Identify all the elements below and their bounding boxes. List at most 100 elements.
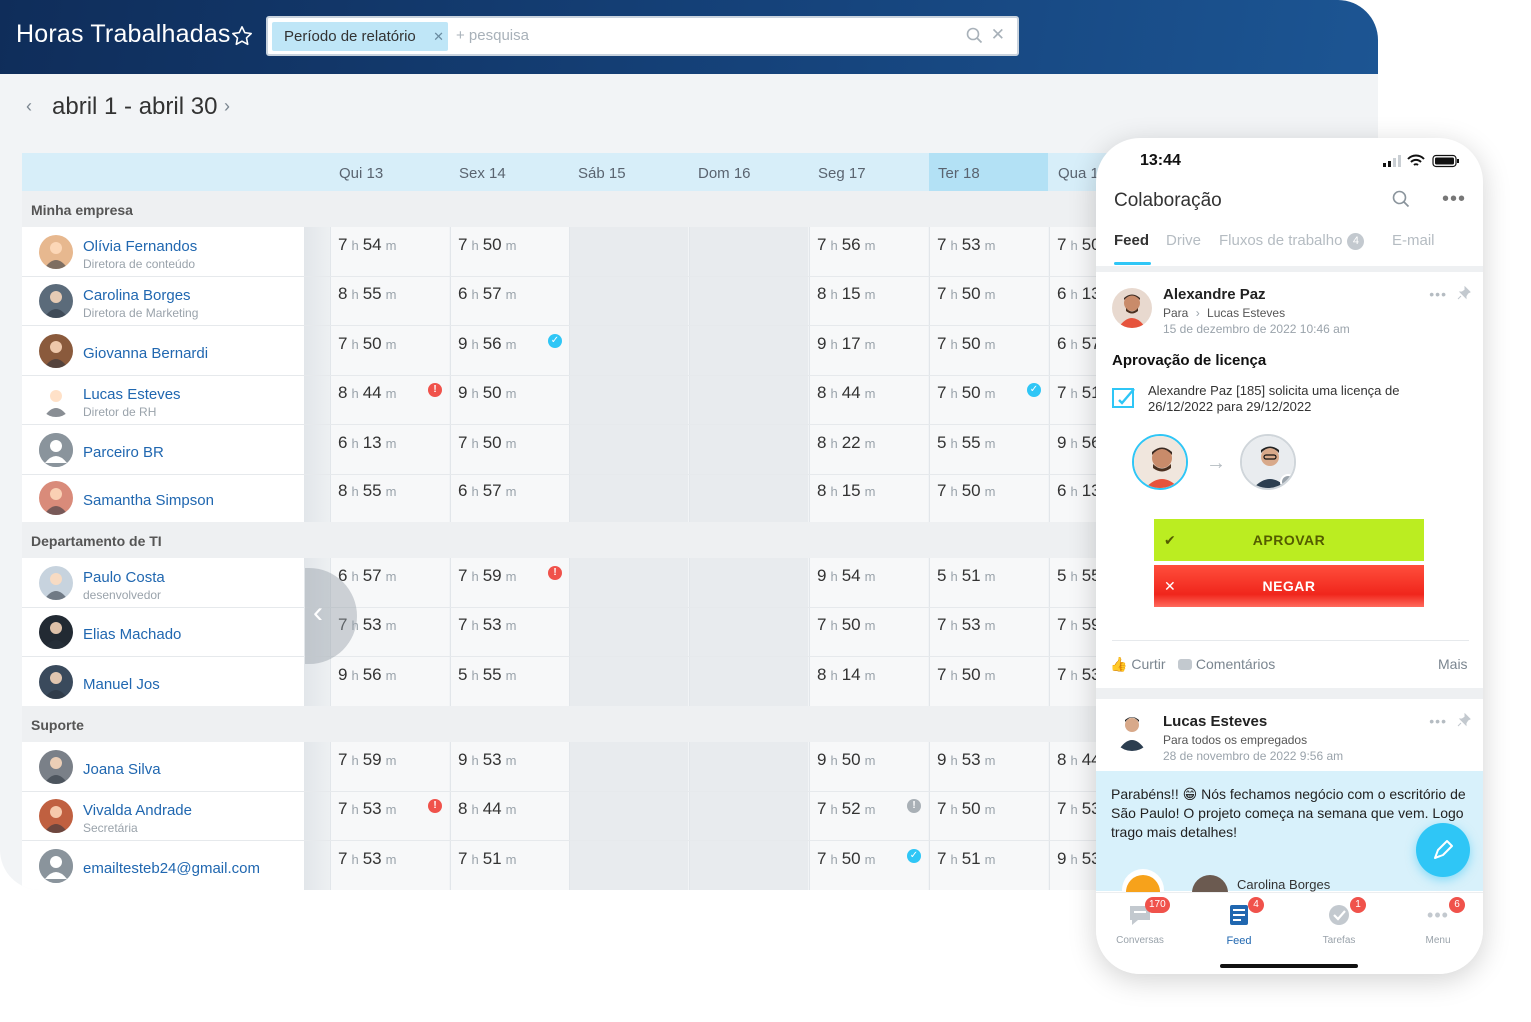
avatar[interactable] xyxy=(39,481,73,515)
hours-cell[interactable]: 9 h 17 m xyxy=(817,334,876,353)
hours-cell[interactable]: 7 h 54 m xyxy=(338,235,397,254)
post-menu-icon[interactable]: ••• xyxy=(1429,713,1447,729)
day-header[interactable]: Ter 18 xyxy=(938,165,980,182)
clear-search-icon[interactable]: ✕ xyxy=(990,25,1005,44)
search-icon[interactable] xyxy=(1392,190,1410,208)
avatar[interactable] xyxy=(39,849,73,883)
employee-name[interactable]: Lucas Esteves xyxy=(83,386,181,403)
avatar[interactable] xyxy=(39,799,73,833)
avatar[interactable] xyxy=(39,750,73,784)
info-status-icon[interactable]: ! xyxy=(907,799,921,813)
avatar[interactable] xyxy=(1112,711,1152,751)
avatar[interactable] xyxy=(39,665,73,699)
comments-button[interactable]: Comentários xyxy=(1178,656,1275,672)
employee-name[interactable]: Manuel Jos xyxy=(83,676,160,693)
more-button[interactable]: Mais xyxy=(1438,656,1468,672)
compose-button[interactable] xyxy=(1416,823,1470,877)
employee-name[interactable]: Parceiro BR xyxy=(83,444,164,461)
hours-cell[interactable]: 9 h 50 m xyxy=(817,750,876,769)
approved-status-icon[interactable]: ✓ xyxy=(907,849,921,863)
search-input[interactable]: + pesquisa xyxy=(456,27,529,44)
hours-cell[interactable]: 8 h 15 m xyxy=(817,284,876,303)
avatar[interactable] xyxy=(1112,288,1152,328)
hours-cell[interactable]: 8 h 15 m xyxy=(817,481,876,500)
avatar[interactable] xyxy=(39,566,73,600)
nav-feed[interactable]: 4 Feed xyxy=(1204,897,1274,947)
hours-cell[interactable]: 5 h 51 m xyxy=(937,566,996,585)
hours-cell[interactable]: 8 h 55 m xyxy=(338,284,397,303)
hours-cell[interactable]: 9 h 54 m xyxy=(817,566,876,585)
like-button[interactable]: 👍 Curtir xyxy=(1110,656,1166,673)
day-header[interactable]: Qua 1 xyxy=(1058,165,1099,182)
approve-button[interactable]: ✔ APROVAR xyxy=(1154,519,1424,561)
avatar[interactable] xyxy=(39,334,73,368)
warning-status-icon[interactable]: ! xyxy=(428,383,442,397)
day-header[interactable]: Seg 17 xyxy=(818,165,866,182)
approved-status-icon[interactable]: ✓ xyxy=(548,334,562,348)
avatar[interactable] xyxy=(39,433,73,467)
nav-menu[interactable]: ••• 6 Menu xyxy=(1403,897,1473,946)
star-icon[interactable] xyxy=(230,24,254,48)
hours-cell[interactable]: 8 h 22 m xyxy=(817,433,876,452)
employee-name[interactable]: Olívia Fernandos xyxy=(83,238,198,255)
employee-name[interactable]: Paulo Costa xyxy=(83,569,165,586)
tab-feed[interactable]: Feed xyxy=(1114,232,1150,249)
day-header[interactable]: Sex 14 xyxy=(459,165,506,182)
approver-avatar[interactable] xyxy=(1240,434,1296,490)
avatar[interactable] xyxy=(39,615,73,649)
requester-avatar[interactable] xyxy=(1132,434,1188,490)
warning-status-icon[interactable]: ! xyxy=(428,799,442,813)
employee-name[interactable]: Vivalda Andrade xyxy=(83,802,192,819)
tab-workflows[interactable]: Fluxos de trabalho 4 xyxy=(1219,232,1365,250)
day-header[interactable]: Dom 16 xyxy=(698,165,751,182)
avatar[interactable] xyxy=(39,383,73,417)
approved-status-icon[interactable]: ✓ xyxy=(1027,383,1041,397)
pin-icon[interactable] xyxy=(1457,713,1471,727)
day-header[interactable]: Qui 13 xyxy=(339,165,384,182)
employee-name[interactable]: Joana Silva xyxy=(83,761,161,778)
post-menu-icon[interactable]: ••• xyxy=(1429,286,1447,302)
hours-cell[interactable]: 7 h 56 m xyxy=(817,235,876,254)
mentioned-user[interactable]: Carolina Borges xyxy=(1237,877,1331,892)
filter-chip[interactable]: Período de relatório ✕ xyxy=(272,22,448,51)
pin-icon[interactable] xyxy=(1457,286,1471,300)
nav-chats[interactable]: 170 Conversas xyxy=(1105,897,1175,946)
search-icon[interactable] xyxy=(966,27,983,44)
prev-period-icon[interactable]: ‹ xyxy=(26,96,32,116)
avatar[interactable] xyxy=(39,284,73,318)
search-box[interactable]: Período de relatório ✕ + pesquisa ✕ xyxy=(266,16,1019,56)
avatar[interactable] xyxy=(39,235,73,269)
employee-name[interactable]: Giovanna Bernardi xyxy=(83,345,209,362)
post-recipient[interactable]: Lucas Esteves xyxy=(1207,306,1286,320)
employee-name[interactable]: emailtesteb24@gmail.com xyxy=(83,860,260,877)
employee-name[interactable]: Samantha Simpson xyxy=(83,492,214,509)
hours-cell[interactable]: 8 h 55 m xyxy=(338,481,397,500)
day-header[interactable]: Sáb 15 xyxy=(578,165,626,182)
